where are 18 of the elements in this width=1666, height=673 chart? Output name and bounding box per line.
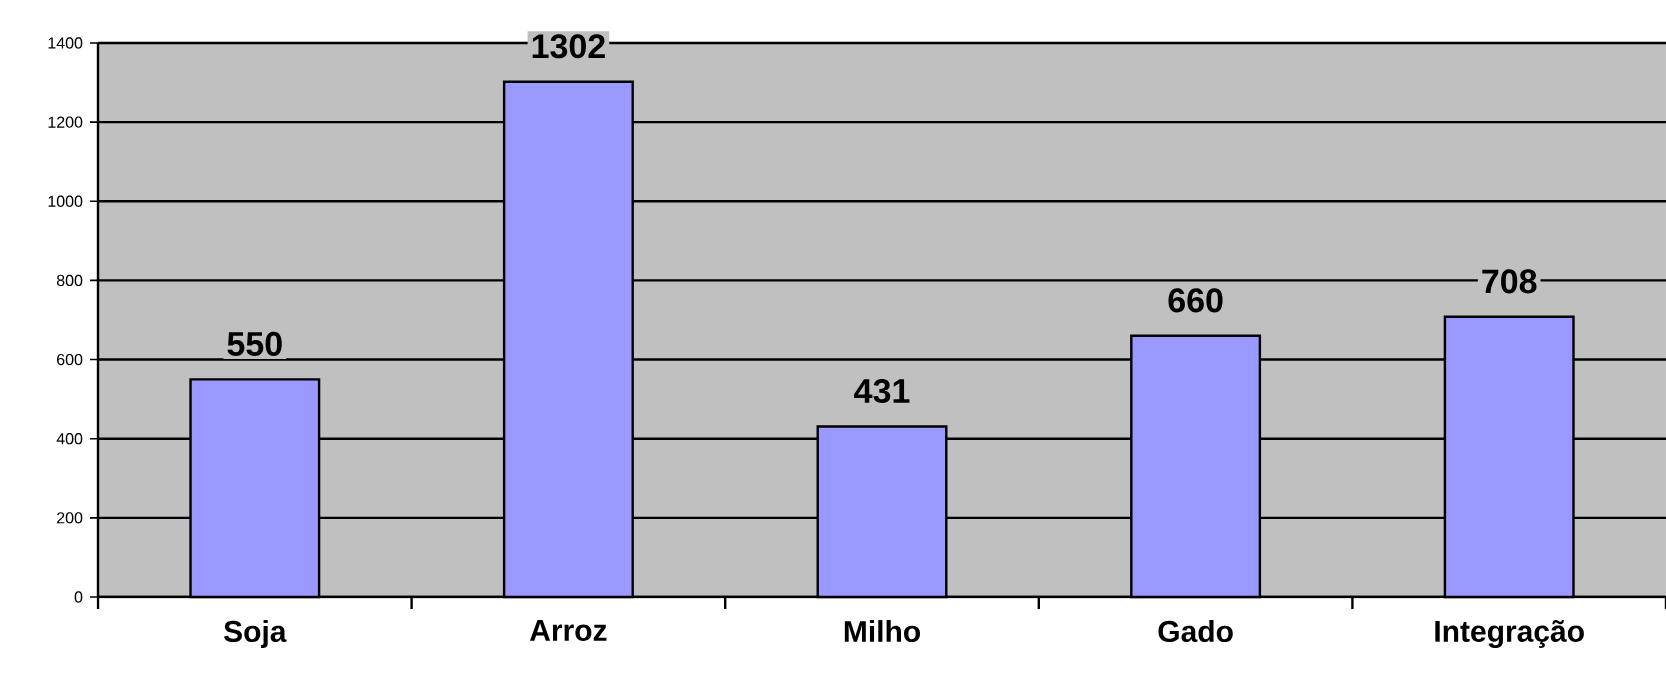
x-tick-label: Arroz xyxy=(529,620,607,641)
data-label: 708 xyxy=(1482,269,1537,294)
data-label: 660 xyxy=(1168,288,1223,313)
y-tick-label: 800 xyxy=(56,274,83,287)
data-label: 550 xyxy=(227,331,282,356)
y-tick-label: 200 xyxy=(57,512,83,524)
x-tick-label: Integração xyxy=(1435,620,1584,649)
data-label: 431 xyxy=(854,378,910,404)
y-tick-label: 0 xyxy=(74,591,83,603)
x-tick-label: Gado xyxy=(1158,620,1233,643)
y-tick-label: 400 xyxy=(56,433,83,445)
y-tick-label: 1000 xyxy=(48,195,83,207)
x-tick-label: Milho xyxy=(844,620,921,643)
data-label: 1302 xyxy=(532,34,605,59)
y-tick-label: 600 xyxy=(57,353,83,366)
y-tick-label: 1200 xyxy=(48,116,83,128)
y-tick-label: 1400 xyxy=(48,37,83,49)
x-tick-label: Soja xyxy=(224,620,287,648)
